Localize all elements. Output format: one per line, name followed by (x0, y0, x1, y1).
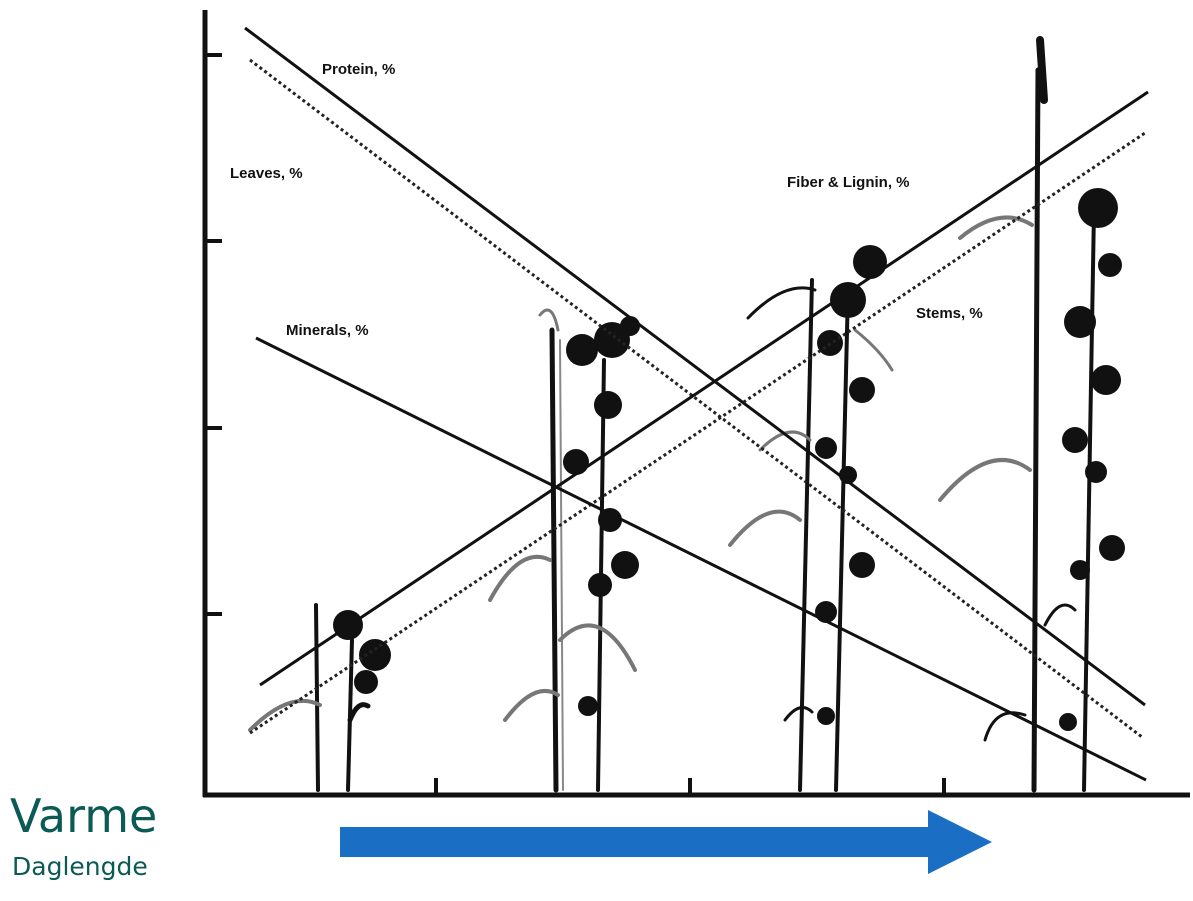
plant-silhouette-icon (728, 245, 894, 792)
protein-label: Protein, % (322, 61, 395, 78)
fiber-label: Fiber & Lignin, % (787, 174, 910, 191)
minerals-line (255, 336, 1147, 782)
minerals-label: Minerals, % (286, 322, 369, 339)
heat-label: Varme (10, 789, 158, 843)
plant-silhouette-icon (938, 36, 1125, 793)
plant-silhouette-icon (488, 308, 640, 793)
right-arrow-icon (340, 810, 992, 874)
protein-line (244, 26, 1146, 707)
plant-silhouettes (248, 36, 1125, 793)
leaves-label: Leaves, % (230, 165, 303, 182)
stems-label: Stems, % (916, 305, 983, 322)
leaves-line (249, 58, 1143, 739)
trend-lines (244, 26, 1149, 782)
fiber-line (259, 90, 1149, 687)
axes (202, 10, 1190, 798)
plant-silhouette-icon (248, 603, 391, 792)
daylength-label: Daglengde (12, 852, 148, 881)
